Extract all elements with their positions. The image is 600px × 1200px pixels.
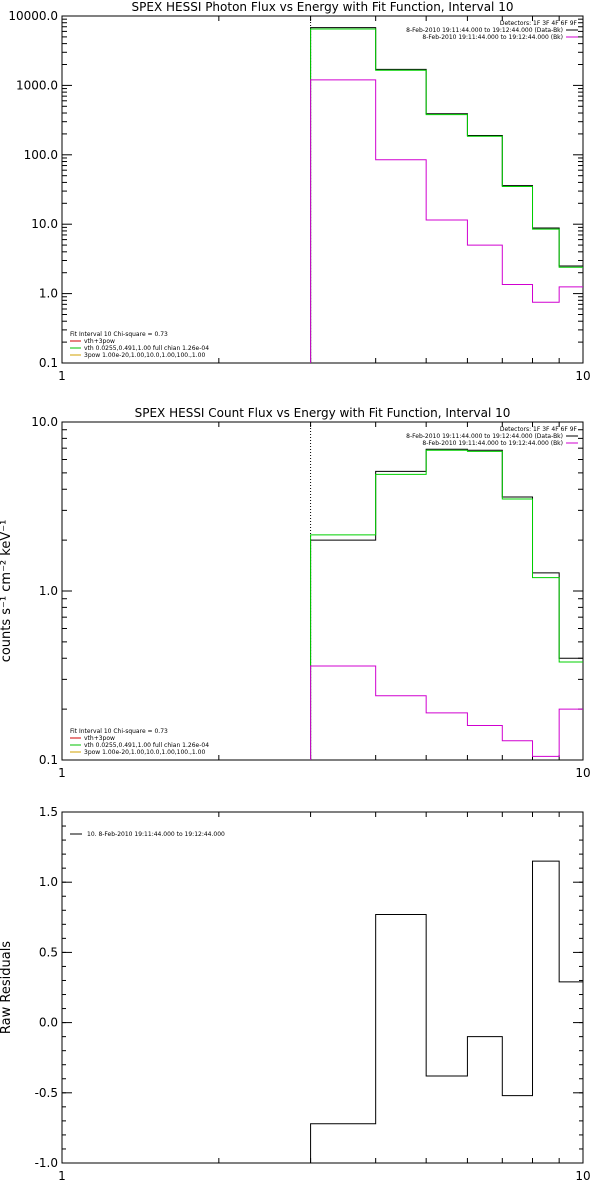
legend-text: 3pow 1.00e-20,1.00,10.0,1.00,100.,1.00 — [84, 352, 205, 359]
x-tick-label: 1 — [58, 766, 66, 780]
y-tick-label: 0.0 — [39, 1016, 58, 1030]
legend-text: vth+3pow — [84, 338, 115, 345]
y-tick-label: 1.0 — [39, 584, 58, 598]
y-tick-label: 100.0 — [24, 148, 58, 162]
y-tick-label: 0.5 — [39, 945, 58, 959]
x-tick-label: 1 — [58, 369, 66, 383]
x-tick-label: 10 — [575, 766, 590, 780]
panel-2: SPEX HESSI Count Flux vs Energy with Fit… — [0, 406, 591, 780]
series-line-1 — [310, 27, 583, 363]
y-tick-label: 1.5 — [39, 805, 58, 819]
panel-3: 1 10 -1.0 -0.5 0.0 0.5 1.0 1.5 Raw Residuals 10. … — [0, 805, 591, 1183]
x-tick-label: 1 — [58, 1169, 66, 1183]
series-group — [310, 27, 583, 363]
plot-frame — [61, 15, 584, 364]
legend-text: 8-Feb-2010 19:11:44.000 to 19:12:44.000 … — [422, 440, 563, 447]
legend-text: 10. 8-Feb-2010 19:11:44.000 to 19:12:44.… — [87, 831, 225, 838]
series-line-2 — [310, 449, 583, 760]
y-axis-label: Raw Residuals — [0, 941, 14, 1034]
series-group — [310, 448, 583, 760]
y-tick-label: 1.0 — [39, 875, 58, 889]
legend-text: Detectors: 1F 3F 4F 6F 9F — [500, 20, 578, 27]
chart-title: SPEX HESSI Count Flux vs Energy with Fit… — [135, 406, 511, 420]
y-tick-label: 10.0 — [31, 217, 58, 231]
panel-1: SPEX HESSI Photon Flux vs Energy with Fi… — [8, 0, 590, 383]
plot-frame — [61, 421, 584, 761]
legend-text: vth 0.0255,0.491,1.00 full chian 1.26e-0… — [84, 345, 209, 352]
y-tick-label: -0.5 — [35, 1086, 58, 1100]
y-tick-label: 0.1 — [39, 356, 58, 370]
y-axis-label: counts s⁻¹ cm⁻² keV⁻¹ — [0, 520, 14, 663]
y-tick-label: 10000.0 — [8, 9, 58, 23]
legend-text: 8-Feb-2010 19:11:44.000 to 19:12:44.000 … — [422, 34, 563, 41]
legend-text: 8-Feb-2010 19:11:44.000 to 19:12:44.000 … — [406, 433, 563, 440]
y-tick-label: 1.0 — [39, 287, 58, 301]
y-tick-label: 0.1 — [39, 753, 58, 767]
series-line-3 — [310, 665, 583, 760]
y-tick-label: 10.0 — [31, 415, 58, 429]
legend-text: Detectors: 1F 3F 4F 6F 9F — [500, 426, 578, 433]
chart-title: SPEX HESSI Photon Flux vs Energy with Fi… — [132, 0, 514, 14]
series-line-1 — [310, 860, 583, 1163]
legend-text: 3pow 1.00e-20,1.00,10.0,1.00,100.,1.00 — [84, 749, 205, 756]
y-tick-label: 1000.0 — [16, 78, 58, 92]
series-line-3 — [310, 79, 583, 363]
legend-text: 8-Feb-2010 19:11:44.000 to 19:12:44.000 … — [406, 27, 563, 34]
legend-text: Fit Interval 10 Chi-square = 0.73 — [70, 331, 168, 338]
y-tick-label: -1.0 — [35, 1156, 58, 1170]
legend-text: vth 0.0255,0.491,1.00 full chian 1.26e-0… — [84, 742, 209, 749]
legend-text: vth+3pow — [84, 735, 115, 742]
x-tick-label: 10 — [575, 1169, 590, 1183]
plot-frame — [61, 811, 584, 1164]
legend-text: Fit Interval 10 Chi-square = 0.73 — [70, 728, 168, 735]
series-line-2 — [310, 28, 583, 363]
series-group — [310, 860, 583, 1163]
x-tick-label: 10 — [575, 369, 590, 383]
